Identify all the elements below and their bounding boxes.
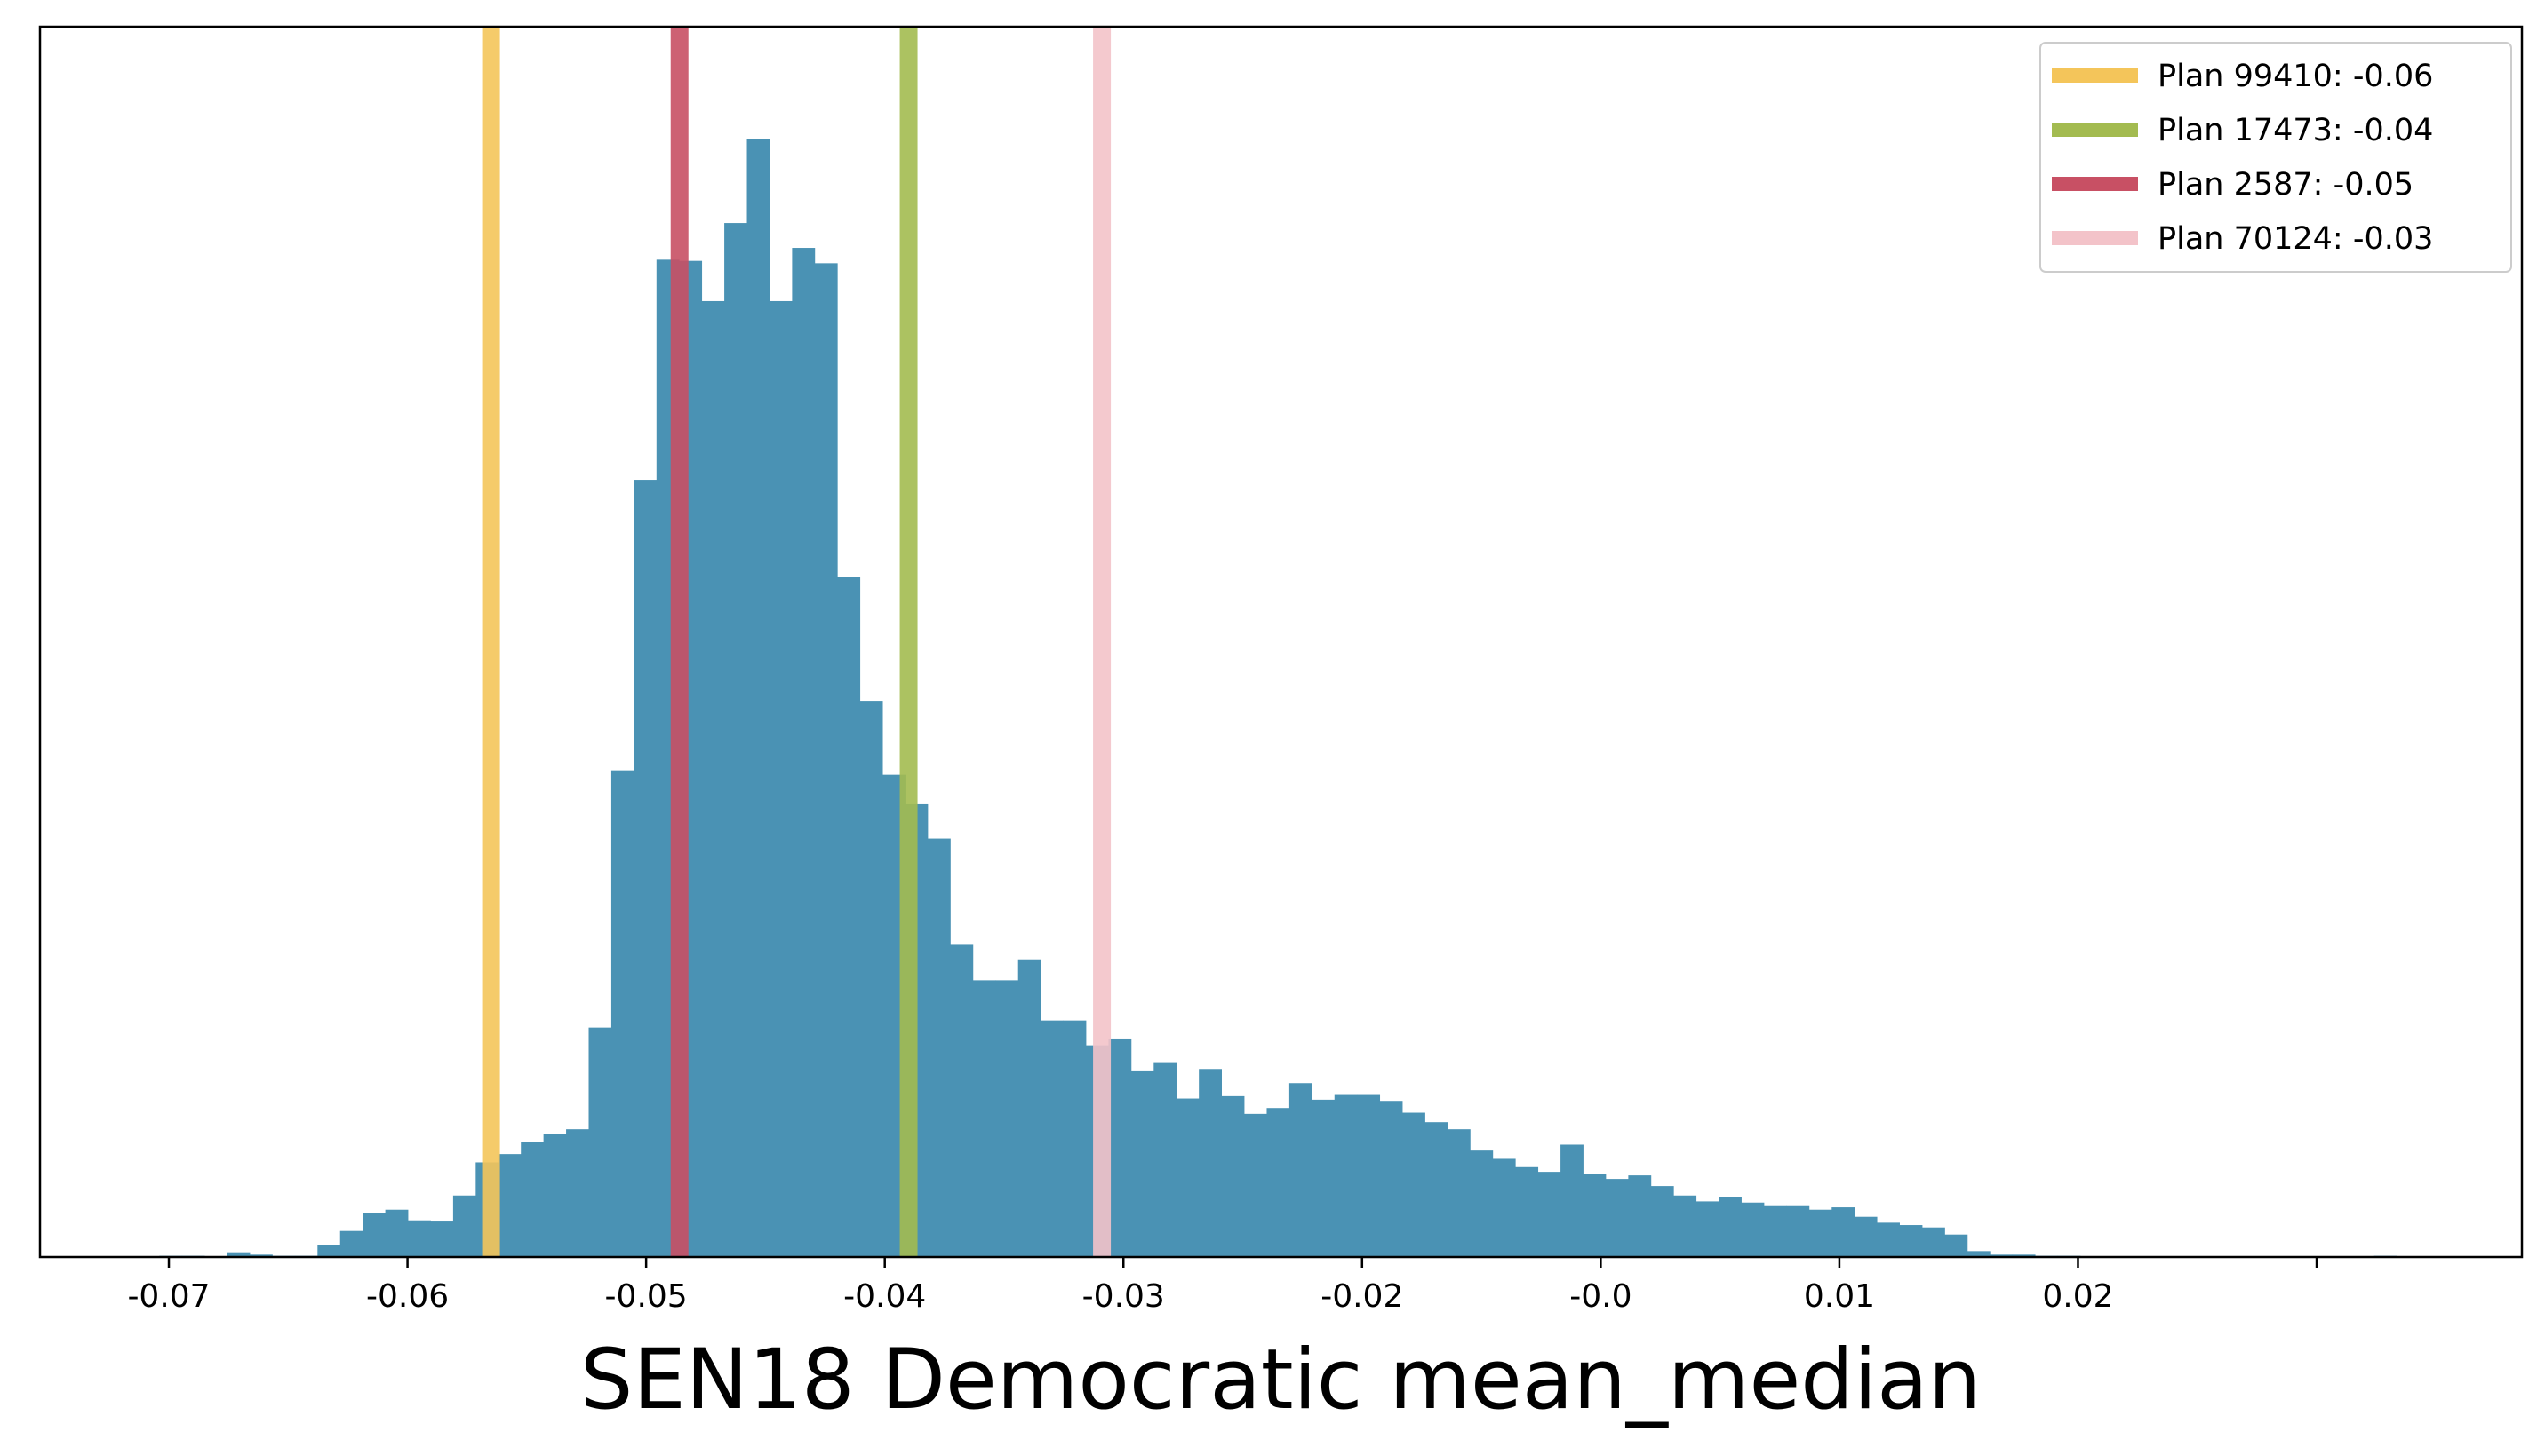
histogram-bar xyxy=(610,770,634,1257)
legend-entry: Plan 99410: -0.06 xyxy=(2158,59,2433,94)
histogram-bar xyxy=(250,1254,273,1257)
legend-entry: Plan 17473: -0.04 xyxy=(2158,113,2433,148)
x-tick-label: 0.01 xyxy=(1804,1278,1875,1315)
histogram-bar xyxy=(1763,1205,1787,1257)
histogram-bar xyxy=(385,1209,409,1257)
histogram-bar xyxy=(814,263,838,1257)
legend-box xyxy=(2039,42,2512,273)
histogram-bar xyxy=(363,1213,387,1257)
histogram-bar xyxy=(1944,1234,1968,1257)
histogram-bar xyxy=(1108,1038,1132,1257)
histogram-bar xyxy=(227,1252,251,1257)
histogram-bar xyxy=(1402,1112,1425,1257)
histogram-bar xyxy=(1470,1150,1494,1257)
histogram-bar xyxy=(1130,1070,1154,1257)
histogram-bar xyxy=(1176,1098,1200,1257)
x-axis-label: SEN18 Democratic mean_median xyxy=(580,1332,1982,1428)
histogram-bar xyxy=(1244,1113,1267,1257)
histogram-bar xyxy=(1854,1216,1878,1257)
histogram-bar xyxy=(1899,1225,1923,1257)
histogram-bar xyxy=(1583,1174,1607,1257)
histogram-bar xyxy=(1221,1095,1245,1257)
histogram-bar xyxy=(498,1154,522,1257)
plan-lines xyxy=(482,27,1112,1257)
histogram-bar xyxy=(1537,1172,1561,1257)
x-tick-label: -0.0 xyxy=(1569,1278,1632,1315)
histogram-bar xyxy=(1266,1108,1290,1257)
histogram-bar xyxy=(1199,1069,1223,1257)
histogram-bar xyxy=(1041,1020,1064,1257)
histogram-bar xyxy=(859,701,883,1257)
histogram-bar xyxy=(317,1245,341,1257)
histogram-bar xyxy=(1741,1202,1765,1257)
histogram-bar xyxy=(1695,1201,1719,1257)
histogram-bar xyxy=(566,1129,589,1257)
histogram-bar xyxy=(1447,1129,1471,1257)
histogram-bar xyxy=(1560,1144,1584,1257)
histogram-bar xyxy=(634,480,658,1257)
x-tick-label: 0.02 xyxy=(2042,1278,2113,1315)
histogram-bar xyxy=(1017,959,1041,1257)
histogram-bar xyxy=(769,300,793,1257)
histogram-bar xyxy=(1288,1083,1312,1257)
histogram-bar xyxy=(1650,1186,1674,1257)
histogram-bar xyxy=(1312,1099,1336,1257)
histogram-bar xyxy=(1357,1094,1381,1257)
histogram-bar xyxy=(1877,1222,1900,1257)
histogram-bar xyxy=(1153,1062,1177,1257)
histogram-bar xyxy=(1628,1175,1652,1257)
histogram-bar xyxy=(1922,1227,1945,1257)
histogram-bar xyxy=(792,248,816,1257)
histogram-bar xyxy=(950,944,974,1257)
x-tick-label: -0.02 xyxy=(1320,1278,1403,1315)
histogram-bar xyxy=(452,1195,476,1257)
histogram-bar xyxy=(927,838,951,1257)
x-axis: -0.07 -0.06 -0.05 -0.04 -0.03 -0.02 -0.0 0.01 0.… xyxy=(127,1257,2318,1315)
plot-frame xyxy=(38,25,2524,1259)
histogram-bar xyxy=(837,577,861,1257)
histogram-bar xyxy=(588,1027,612,1257)
histogram-bar xyxy=(1063,1020,1087,1257)
histogram-bar xyxy=(1967,1251,1991,1257)
histogram-bar xyxy=(2012,1254,2036,1257)
histogram-bar xyxy=(746,139,770,1258)
histogram-bar xyxy=(701,300,725,1257)
histogram-bar xyxy=(1808,1209,1832,1257)
histogram-bar xyxy=(1786,1205,1810,1257)
legend-entry: Plan 2587: -0.05 xyxy=(2158,167,2413,203)
histogram-bar xyxy=(1424,1122,1448,1257)
x-tick-label: -0.04 xyxy=(843,1278,926,1315)
x-tick-label: -0.03 xyxy=(1082,1278,1165,1315)
histogram-bar xyxy=(430,1221,454,1257)
histogram-bar xyxy=(1379,1101,1403,1257)
histogram-bar xyxy=(1515,1166,1539,1257)
histogram-bar xyxy=(408,1220,431,1257)
histogram-bar xyxy=(972,980,996,1257)
histogram-bar xyxy=(995,980,1019,1257)
x-tick-label: -0.05 xyxy=(605,1278,688,1315)
histogram-bar xyxy=(724,223,747,1258)
histogram-bar xyxy=(1831,1207,1855,1257)
histogram-bar xyxy=(521,1142,545,1257)
histogram-bar xyxy=(1990,1254,2014,1257)
x-tick-label: -0.07 xyxy=(127,1278,210,1315)
histogram-bar xyxy=(1492,1158,1516,1257)
histogram-bar xyxy=(543,1134,567,1257)
legend: Plan 99410: -0.06 Plan 17473: -0.04 Plan 2… xyxy=(2039,42,2512,273)
histogram-bar xyxy=(1334,1094,1358,1257)
legend-entry: Plan 70124: -0.03 xyxy=(2158,221,2433,257)
histogram-bar xyxy=(1605,1179,1629,1257)
histogram-bar xyxy=(1719,1197,1742,1257)
x-tick-label: -0.06 xyxy=(366,1278,449,1315)
histogram-bar xyxy=(1673,1195,1697,1257)
histogram-bar xyxy=(339,1230,363,1257)
